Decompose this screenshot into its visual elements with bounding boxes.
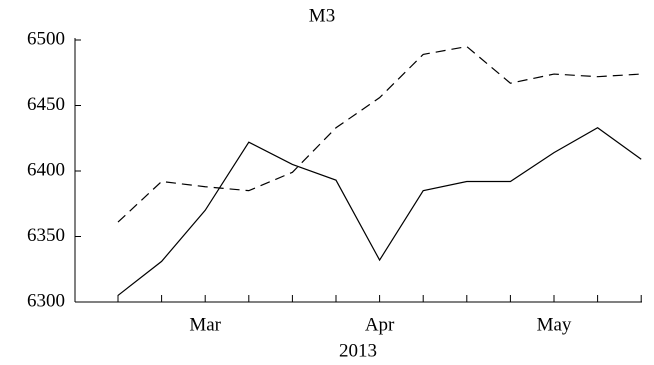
y-tick-label: 6500	[27, 28, 65, 49]
y-tick-label: 6300	[27, 290, 65, 311]
series-line	[117, 45, 642, 223]
x-tick-label: May	[537, 314, 572, 335]
series-line	[117, 127, 642, 296]
chart-title: M3	[309, 5, 335, 26]
x-tick-label: Apr	[365, 314, 395, 335]
x-tick-label: Mar	[189, 314, 221, 335]
x-axis-label: 2013	[339, 340, 377, 361]
y-tick-label: 6400	[27, 159, 65, 180]
y-tick-label: 6450	[27, 94, 65, 115]
y-tick-label: 6350	[27, 225, 65, 246]
